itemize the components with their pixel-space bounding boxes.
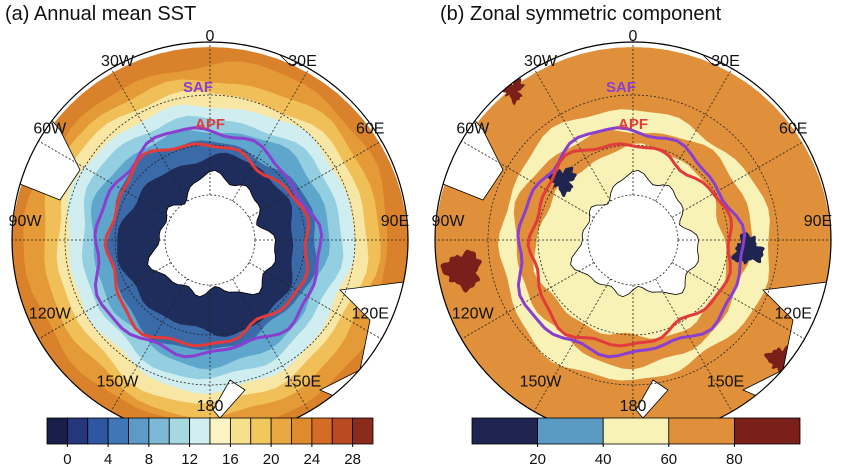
lon-label: 120W (29, 306, 72, 323)
colorbar-box (734, 417, 801, 445)
front-label: SAF (606, 79, 636, 96)
colorbar-box (66, 417, 89, 445)
colorbar-box (250, 417, 272, 445)
colorbar-box (168, 417, 191, 445)
front-line (93, 126, 324, 359)
front-label: SAF (183, 79, 213, 96)
front-line (526, 142, 734, 348)
colorbar-box (148, 417, 170, 445)
graticule-line (232, 68, 310, 202)
lon-label: 30E (711, 53, 739, 70)
graticule-line (533, 278, 611, 412)
lon-label: 60W (456, 121, 490, 138)
graticule-line (232, 278, 310, 412)
colorbar-tick-label: 16 (222, 451, 239, 468)
lon-label: 30W (101, 53, 135, 70)
graticule-line (248, 140, 382, 218)
front-label: APF (195, 116, 225, 133)
field-patch (440, 249, 482, 293)
colorbar-box (128, 417, 150, 445)
lon-label: 0 (206, 28, 215, 45)
colorbar-box (229, 417, 252, 445)
front-line (103, 142, 311, 348)
colorbar-tick-label: 28 (344, 451, 361, 468)
colorbar-box (87, 417, 109, 445)
graticule-line (671, 262, 805, 340)
colorbar-tick-label: 24 (304, 451, 321, 468)
front-label: APF (618, 116, 648, 133)
colorbar-tick-label: 40 (595, 451, 612, 468)
lon-label: 90E (381, 213, 409, 230)
lon-label: 60E (779, 121, 807, 138)
lon-label: 150E (284, 373, 321, 390)
lon-label: 30W (524, 53, 558, 70)
graticule-line (110, 68, 188, 202)
colorbar-tick-label: 4 (104, 451, 112, 468)
lon-label: 150E (707, 373, 744, 390)
graticule-line (671, 140, 805, 218)
panel-title: (b) Zonal symmetric component (440, 3, 722, 25)
lon-label: 90W (432, 213, 466, 230)
colorbar-tick-label: 20 (529, 451, 546, 468)
map (435, 42, 831, 438)
graticule-line (248, 262, 382, 340)
graticule-line (38, 140, 172, 218)
panel-title: (a) Annual mean SST (5, 3, 196, 25)
field-patch (498, 78, 525, 106)
graticule-line (461, 140, 595, 218)
colorbar-box (471, 417, 538, 445)
colorbar-tick-label: 0 (63, 451, 71, 468)
antarctica (570, 169, 699, 298)
graticule-line (533, 68, 611, 202)
colorbar-box (311, 417, 333, 445)
lon-label: 90E (804, 213, 832, 230)
colorbar-box (602, 417, 670, 445)
front-line (516, 126, 747, 359)
colorbar-tick-label: 12 (181, 451, 198, 468)
colorbar-box (537, 417, 604, 445)
map (12, 42, 408, 438)
lon-label: 150W (97, 373, 140, 390)
colorbar-box (668, 417, 735, 445)
colorbar-tick-label: 8 (145, 451, 153, 468)
graticule-line (655, 68, 733, 202)
colorbar-box (107, 417, 129, 445)
lon-label: 0 (629, 28, 638, 45)
lon-label: 60W (33, 121, 67, 138)
lon-label: 90W (9, 213, 43, 230)
lon-label: 180 (197, 398, 224, 415)
lon-label: 60E (356, 121, 384, 138)
colorbar-box (291, 417, 313, 445)
graticule-line (461, 262, 595, 340)
colorbar-box (270, 417, 292, 445)
colorbar-box (352, 417, 374, 445)
lon-label: 120E (352, 306, 389, 323)
colorbar-box (209, 417, 231, 445)
lon-label: 120E (775, 306, 812, 323)
colorbar-tick-label: 60 (660, 451, 677, 468)
graticule-line (655, 278, 733, 412)
lon-label: 180 (620, 398, 647, 415)
colorbar-box (331, 417, 354, 445)
antarctica (147, 169, 276, 298)
colorbar-box (189, 417, 211, 445)
colorbar-box (46, 417, 68, 445)
colorbar-tick-label: 80 (726, 451, 743, 468)
lon-label: 120W (452, 306, 495, 323)
graticule-line (38, 262, 172, 340)
lon-label: 30E (288, 53, 316, 70)
graticule-line (110, 278, 188, 412)
lon-label: 150W (520, 373, 563, 390)
colorbar-tick-label: 20 (263, 451, 280, 468)
